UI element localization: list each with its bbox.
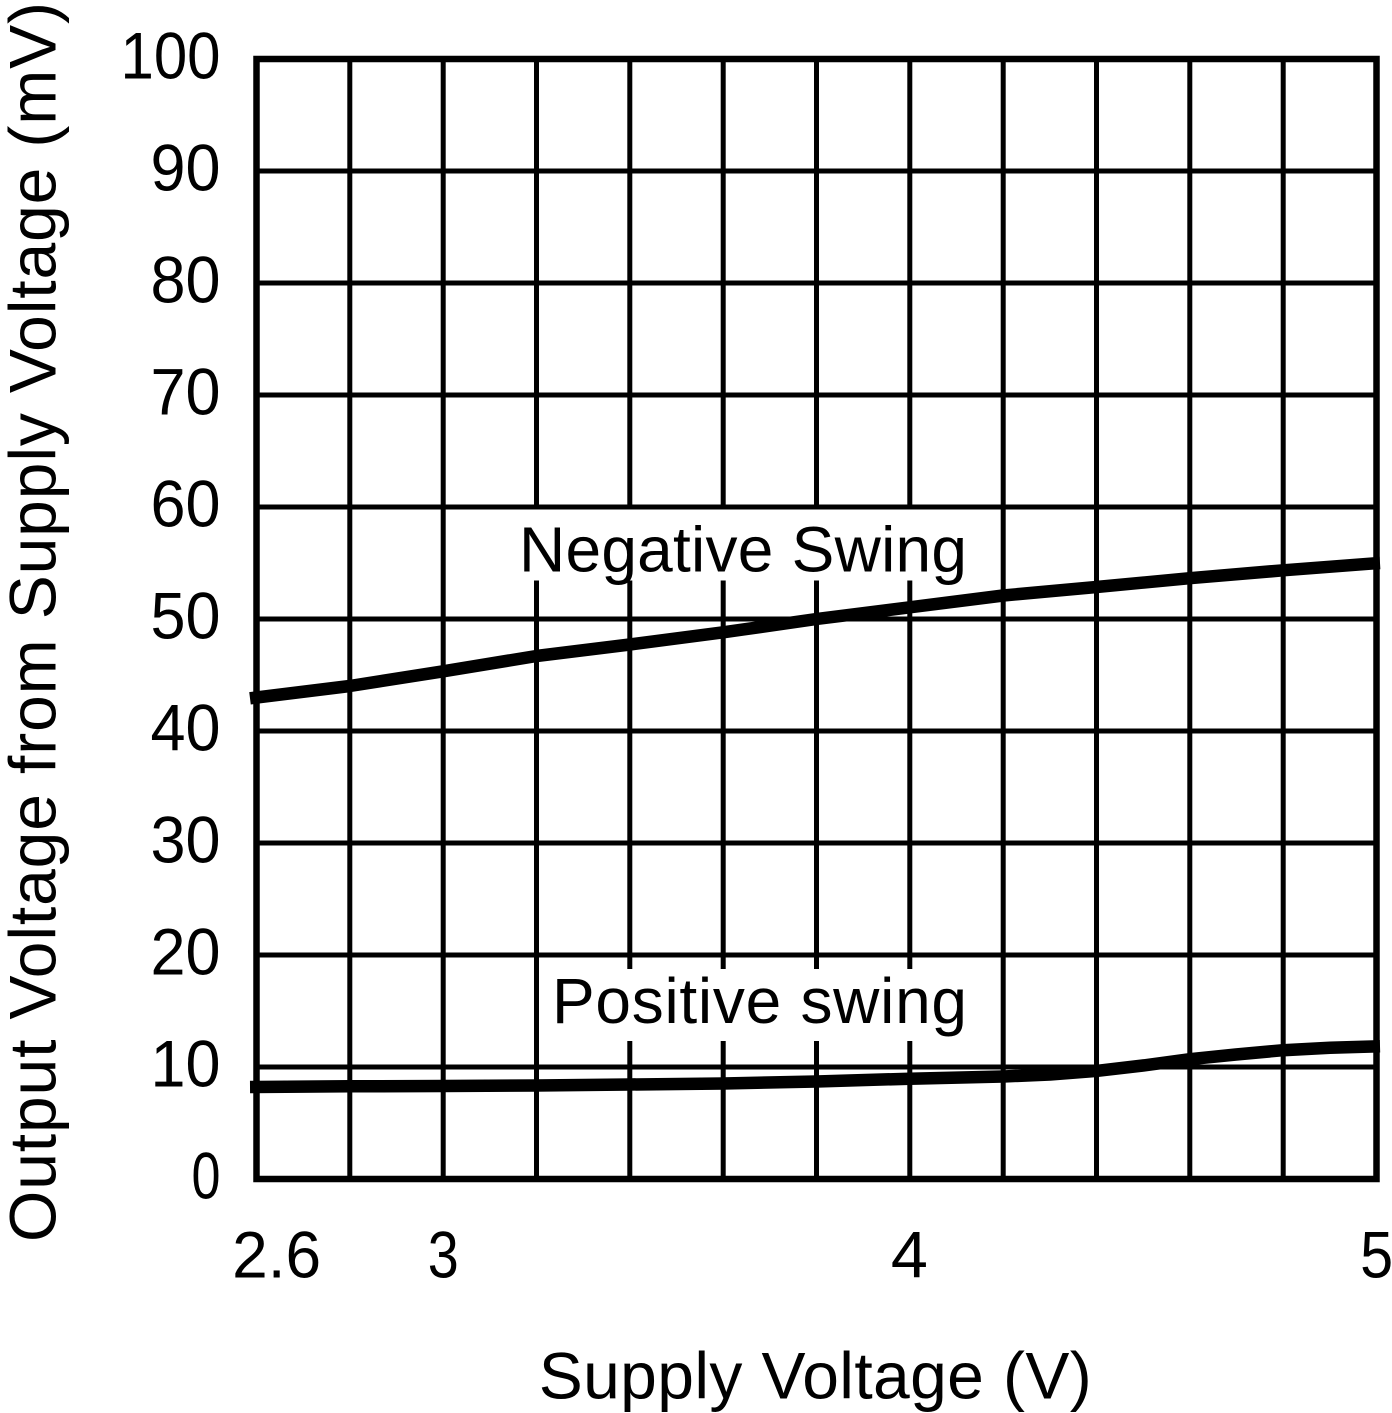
svg-text:50: 50 <box>151 579 221 653</box>
svg-text:4: 4 <box>891 1218 928 1292</box>
svg-text:60: 60 <box>151 467 221 541</box>
svg-text:100: 100 <box>121 19 221 93</box>
svg-text:Positive swing: Positive swing <box>552 965 967 1037</box>
svg-text:Negative Swing: Negative Swing <box>519 513 967 585</box>
svg-text:40: 40 <box>151 691 221 765</box>
svg-text:30: 30 <box>151 803 221 877</box>
svg-text:Supply Voltage (V): Supply Voltage (V) <box>539 1339 1092 1413</box>
svg-text:80: 80 <box>151 243 221 317</box>
svg-text:20: 20 <box>151 915 221 989</box>
svg-text:5: 5 <box>1360 1218 1392 1292</box>
svg-text:0: 0 <box>192 1139 221 1213</box>
svg-text:2.6: 2.6 <box>232 1218 321 1292</box>
svg-text:70: 70 <box>151 355 221 429</box>
svg-text:Output Voltage from Supply Vol: Output Voltage from Supply Voltage (mV) <box>0 2 70 1242</box>
svg-text:10: 10 <box>151 1027 221 1101</box>
svg-text:90: 90 <box>151 131 221 205</box>
svg-text:3: 3 <box>428 1218 459 1292</box>
